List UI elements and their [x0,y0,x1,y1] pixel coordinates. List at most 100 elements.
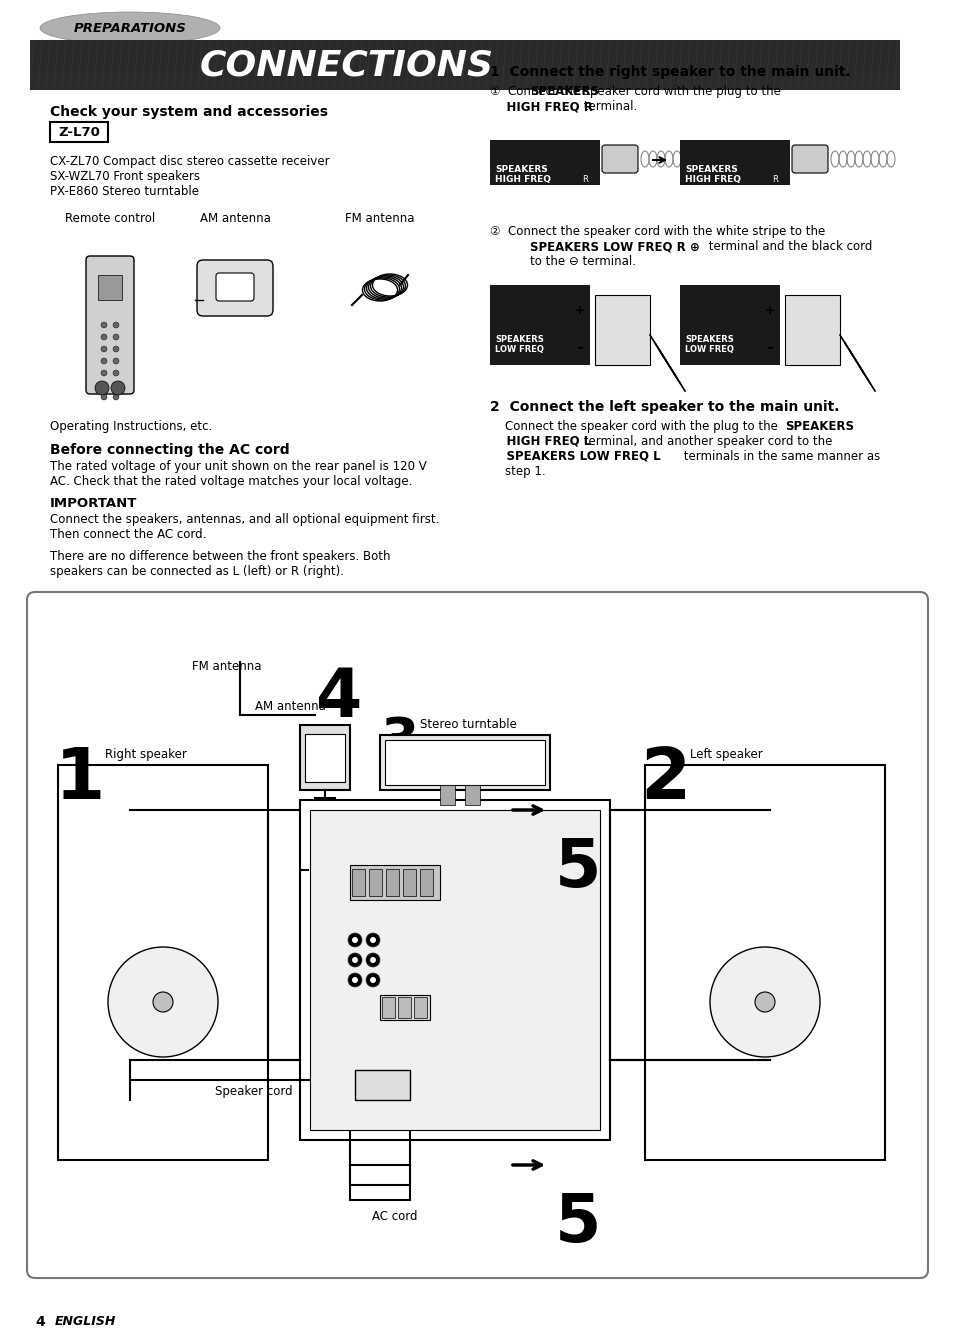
Text: Remote control: Remote control [65,211,155,225]
Text: SPEAKERS: SPEAKERS [530,86,598,98]
Text: PX-E860 Stereo turntable: PX-E860 Stereo turntable [50,185,199,198]
Circle shape [352,977,357,983]
Text: +: + [574,304,585,317]
Text: -: - [576,339,583,357]
Text: +: + [764,304,775,317]
Text: Then connect the AC cord.: Then connect the AC cord. [50,529,206,541]
Bar [305,735,345,781]
Bar [30,40,899,90]
Text: 4: 4 [35,1315,45,1329]
Text: SPEAKERS: SPEAKERS [684,165,737,174]
Text: Left speaker: Left speaker [689,748,762,761]
Bar [419,868,433,896]
Bar [784,294,840,365]
Text: There are no difference between the front speakers. Both: There are no difference between the fron… [50,550,390,563]
Circle shape [366,933,379,947]
Bar [58,765,268,1160]
Text: CX-ZL70 Compact disc stereo cassette receiver: CX-ZL70 Compact disc stereo cassette rec… [50,155,330,169]
Text: 3: 3 [379,714,418,769]
Text: Z-L70: Z-L70 [58,126,100,139]
Text: Before connecting the AC cord: Before connecting the AC cord [50,443,290,458]
Text: terminal and the black cord: terminal and the black cord [704,240,871,253]
Text: step 1.: step 1. [490,466,545,478]
Text: AM antenna: AM antenna [254,700,326,713]
Bar [350,864,439,900]
Text: HIGH FREQ L: HIGH FREQ L [490,435,591,448]
Ellipse shape [40,12,220,44]
Text: 1: 1 [55,745,105,814]
Bar [679,140,789,185]
Text: speakers can be connected as L (left) or R (right).: speakers can be connected as L (left) or… [50,565,344,578]
Text: HIGH FREQ R: HIGH FREQ R [490,100,592,112]
Text: ENGLISH: ENGLISH [55,1315,116,1329]
Circle shape [101,371,107,376]
FancyBboxPatch shape [86,256,133,393]
Bar [299,725,350,789]
Text: HIGH FREQ: HIGH FREQ [495,175,551,185]
Text: SPEAKERS: SPEAKERS [784,420,853,434]
Bar [464,785,479,805]
Text: LOW FREQ: LOW FREQ [495,345,543,355]
Text: Check your system and accessories: Check your system and accessories [50,104,328,119]
Circle shape [112,322,119,328]
Circle shape [709,947,820,1057]
Bar [679,285,780,365]
Circle shape [754,991,774,1012]
Text: LOW FREQ: LOW FREQ [684,345,733,355]
Circle shape [108,947,218,1057]
Circle shape [101,322,107,328]
Circle shape [112,347,119,352]
FancyBboxPatch shape [196,260,273,316]
Circle shape [101,383,107,388]
Bar [369,868,381,896]
Circle shape [112,359,119,364]
Bar [355,1070,410,1100]
FancyBboxPatch shape [791,145,827,173]
Text: PREPARATIONS: PREPARATIONS [73,21,186,35]
Circle shape [348,973,361,987]
Text: AC. Check that the rated voltage matches your local voltage.: AC. Check that the rated voltage matches… [50,475,412,488]
Bar [490,140,599,185]
Text: ②  Connect the speaker cord with the white stripe to the: ② Connect the speaker cord with the whit… [490,225,824,238]
Text: 5: 5 [555,835,600,900]
Bar [414,997,427,1018]
Circle shape [366,973,379,987]
Text: to the ⊖ terminal.: to the ⊖ terminal. [530,256,636,268]
Text: terminal, and another speaker cord to the: terminal, and another speaker cord to th… [579,435,832,448]
Text: FM antenna: FM antenna [192,660,261,673]
Circle shape [370,977,375,983]
Circle shape [101,359,107,364]
Bar [644,765,884,1160]
Text: R: R [581,175,587,185]
Circle shape [348,933,361,947]
Bar [310,809,599,1131]
Text: 4: 4 [314,665,361,731]
Bar [50,122,108,142]
Circle shape [352,937,357,943]
Text: terminals in the same manner as: terminals in the same manner as [679,450,880,463]
Bar [397,997,411,1018]
Text: Right speaker: Right speaker [105,748,187,761]
Bar [299,800,609,1140]
Circle shape [95,381,109,395]
Text: SX-WZL70 Front speakers: SX-WZL70 Front speakers [50,170,200,183]
Text: SPEAKERS: SPEAKERS [495,334,543,344]
Text: IMPORTANT: IMPORTANT [50,496,137,510]
Circle shape [352,957,357,963]
FancyBboxPatch shape [215,273,253,301]
Text: SPEAKERS LOW FREQ L: SPEAKERS LOW FREQ L [490,450,659,463]
Text: Connect the speaker cord with the plug to the: Connect the speaker cord with the plug t… [490,420,781,434]
Circle shape [111,381,125,395]
Text: SPEAKERS: SPEAKERS [684,334,733,344]
Text: 2: 2 [639,745,690,814]
Bar [381,997,395,1018]
Circle shape [152,991,172,1012]
Circle shape [370,937,375,943]
Circle shape [112,383,119,388]
Bar [379,735,550,789]
Text: SPEAKERS: SPEAKERS [495,165,547,174]
Text: 5: 5 [555,1189,600,1256]
Bar [595,294,649,365]
Bar [402,868,416,896]
Text: 1  Connect the right speaker to the main unit.: 1 Connect the right speaker to the main … [490,66,850,79]
